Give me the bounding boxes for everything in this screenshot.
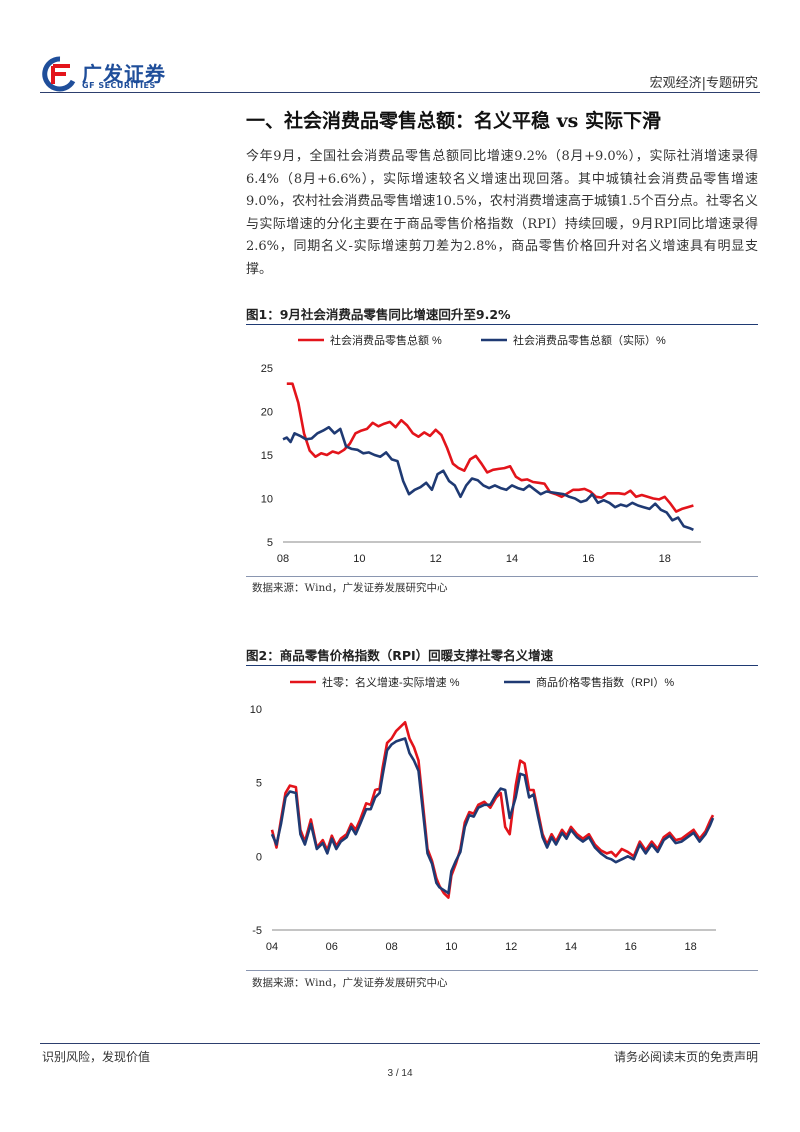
chart-1-legend-label-0: 社会消费品零售总额 % <box>330 333 442 347</box>
chart-1-ytick-label: 25 <box>261 363 273 375</box>
figure-1-source: 数据来源：Wind，广发证券发展研究中心 <box>252 582 448 594</box>
report-category: 宏观经济|专题研究 <box>649 76 758 91</box>
figure-1-title: 图1：9月社会消费品零售同比增速回升至9.2% <box>246 307 511 322</box>
body-paragraph: 今年9月，全国社会消费品零售总额同比增速9.2%（8月+9.0%），实际社消增速… <box>246 149 758 277</box>
footer-divider <box>40 1043 760 1044</box>
chart-2-xtick-label: 14 <box>565 941 577 953</box>
logo-english-name: GF SECURITIES <box>82 81 156 90</box>
chart-1-series-line-0 <box>286 382 694 513</box>
chart-2-series-line-1 <box>270 737 715 895</box>
chart-1-legend-label-1: 社会消费品零售总额（实际）% <box>513 333 666 347</box>
chart-2-xtick-label: 06 <box>326 941 338 953</box>
chart-2-xtick-label: 12 <box>505 941 517 953</box>
chart-2-ytick-label: 0 <box>256 851 262 863</box>
chart-1-xtick-label: 16 <box>582 553 594 565</box>
figure-1-top-rule <box>246 324 758 325</box>
chart-1-xtick-label: 08 <box>277 553 289 565</box>
chart-1-ytick-label: 5 <box>267 537 273 549</box>
chart-2-xtick-label: 10 <box>445 941 457 953</box>
gf-logo-icon <box>42 56 76 92</box>
chart-1-xtick-label: 18 <box>659 553 671 565</box>
chart-2-ytick-label: -5 <box>252 925 262 937</box>
header-divider <box>40 92 760 93</box>
chart-2-legend-label-0: 社零：名义增速-实际增速 % <box>322 675 460 689</box>
figure-2-bottom-rule <box>246 970 758 971</box>
chart-2-xtick-label: 04 <box>266 941 278 953</box>
chart-1-xtick-label: 10 <box>353 553 365 565</box>
page-number: 3 / 14 <box>387 1068 413 1079</box>
chart-1-retail-sales-growth: 社会消费品零售总额 % 社会消费品零售总额（实际）% 5 10 15 20 25 08 10 12… <box>261 333 701 565</box>
chart-1-ytick-label: 15 <box>261 450 273 462</box>
chart-2-xtick-label: 18 <box>684 941 696 953</box>
footer-disclaimer: 请务必阅读末页的免责声明 <box>613 1050 758 1064</box>
chart-2-legend-label-1: 商品价格零售指数（RPI）% <box>536 675 674 689</box>
chart-2-ytick-label: 5 <box>256 778 262 790</box>
figure-2-source: 数据来源：Wind，广发证券发展研究中心 <box>252 977 448 989</box>
figure-1-bottom-rule <box>246 576 758 577</box>
chart-2-ytick-label: 10 <box>250 704 262 716</box>
chart-1-ytick-label: 10 <box>261 494 273 506</box>
chart-2-series-line-0 <box>270 720 715 899</box>
logo-chinese-name: 广发证券 <box>82 62 166 86</box>
chart-1-ytick-label: 20 <box>261 407 273 419</box>
footer-slogan: 识别风险，发现价值 <box>42 1050 151 1064</box>
figure-2-top-rule <box>246 665 758 666</box>
brand-logo: 广发证券 GF SECURITIES <box>40 56 180 92</box>
figure-2-title: 图2：商品零售价格指数（RPI）回暖支撑社零名义增速 <box>246 648 554 663</box>
chart-2-xtick-label: 16 <box>625 941 637 953</box>
chart-1-xtick-label: 14 <box>506 553 518 565</box>
chart-1-xtick-label: 12 <box>430 553 442 565</box>
section-title: 一、社会消费品零售总额：名义平稳 vs 实际下滑 <box>246 110 661 132</box>
chart-2-xtick-label: 08 <box>385 941 397 953</box>
chart-1-series-line-1 <box>282 425 694 531</box>
chart-2-rpi-vs-gap: 社零：名义增速-实际增速 % 商品价格零售指数（RPI）% -5 0 5 10 04 06 08… <box>250 675 716 953</box>
